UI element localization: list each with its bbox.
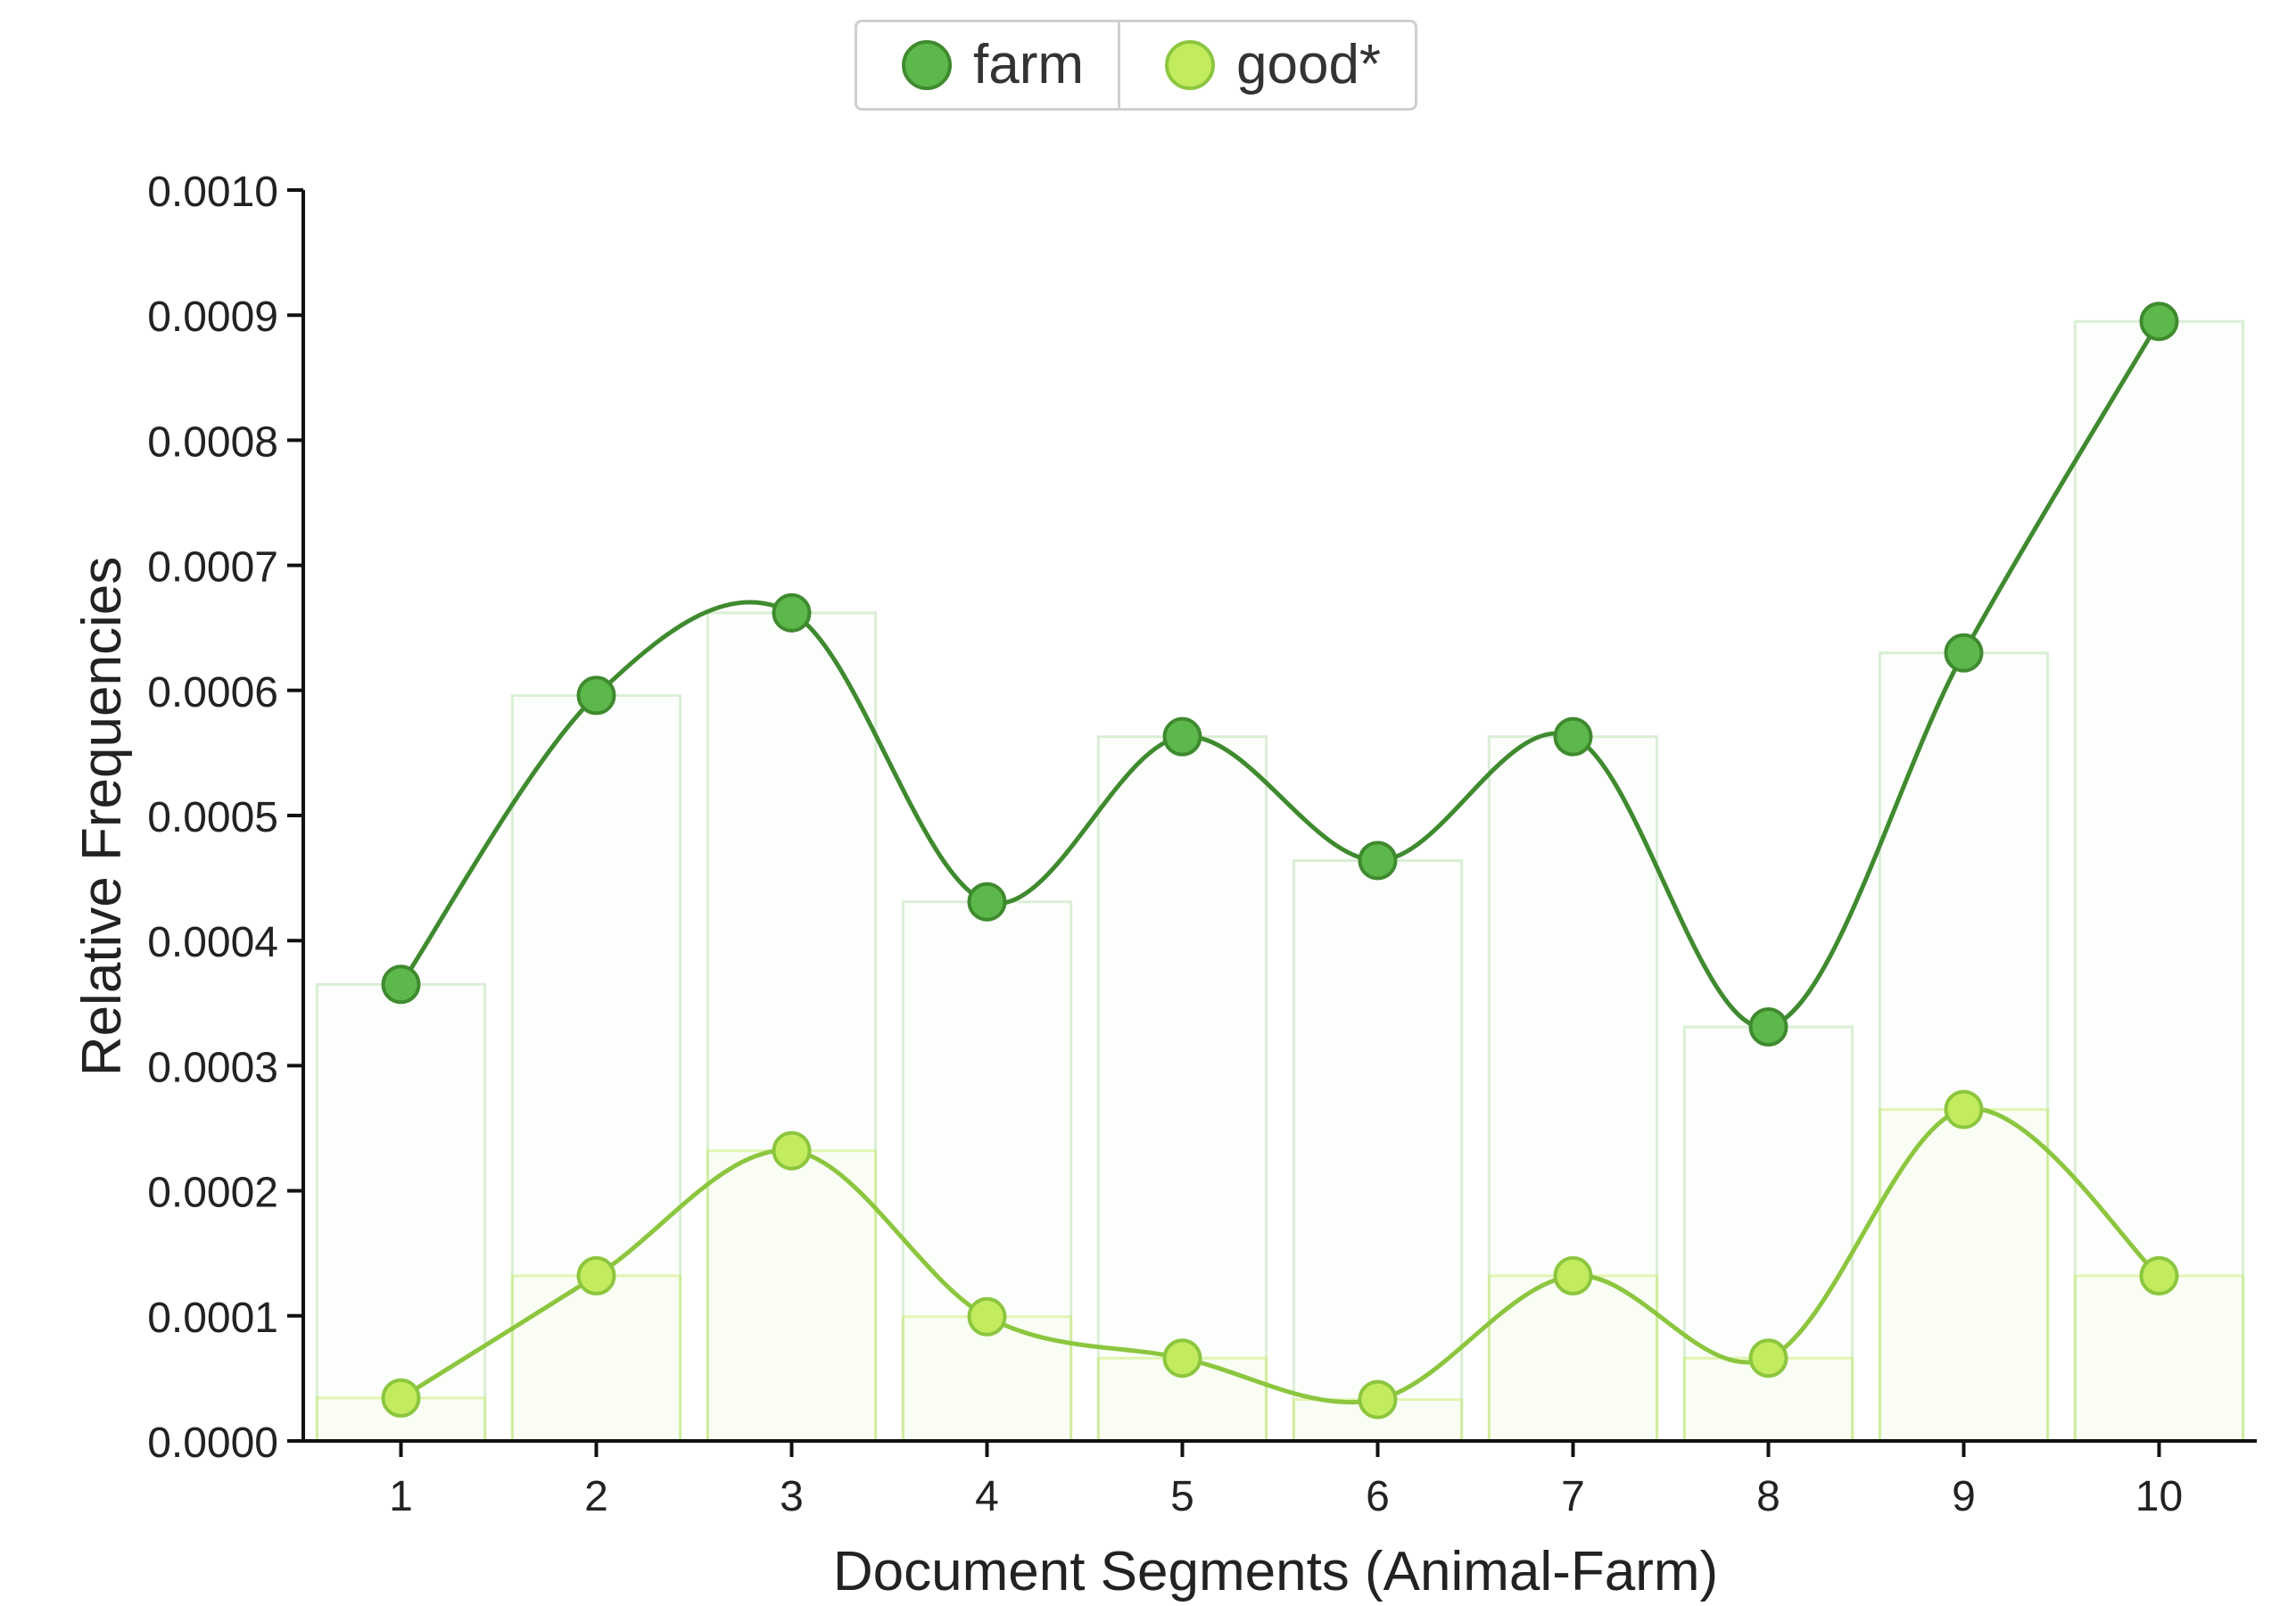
y-tick-label-5: 0.0005 — [147, 794, 278, 841]
point-farm-7[interactable] — [1553, 716, 1593, 757]
point-good-10[interactable] — [2139, 1255, 2179, 1296]
x-tick-label-4: 4 — [975, 1473, 999, 1520]
x-tick-label-6: 6 — [1366, 1473, 1390, 1520]
x-axis-label: Document Segments (Animal-Farm) — [833, 1541, 1718, 1602]
y-tick-label-1: 0.0001 — [147, 1295, 278, 1342]
point-good-1[interactable] — [381, 1378, 421, 1418]
point-farm-3[interactable] — [772, 592, 812, 633]
lines-layer — [399, 319, 2161, 1405]
series-line-farm — [399, 319, 2161, 1030]
point-farm-8[interactable] — [1748, 1006, 1788, 1047]
x-tick-label-2: 2 — [584, 1473, 608, 1520]
bar-farm-1 — [315, 982, 487, 1443]
bar-good-2 — [510, 1274, 682, 1443]
legend-label-good: good* — [1236, 34, 1382, 95]
point-farm-1[interactable] — [381, 964, 421, 1005]
y-tick-label-0: 0.0000 — [147, 1420, 278, 1467]
point-good-8[interactable] — [1748, 1338, 1788, 1378]
y-tick-label-10: 0.0010 — [147, 169, 278, 216]
bar-farm-5 — [1096, 735, 1268, 1443]
point-farm-4[interactable] — [967, 882, 1007, 922]
point-farm-2[interactable] — [576, 675, 616, 716]
y-tick-label-4: 0.0004 — [147, 919, 278, 966]
bar-farm-6 — [1292, 858, 1464, 1443]
y-tick-label-8: 0.0008 — [147, 418, 278, 466]
x-tick-label-5: 5 — [1170, 1473, 1194, 1520]
point-good-5[interactable] — [1162, 1338, 1202, 1378]
y-tick-label-2: 0.0002 — [147, 1170, 278, 1217]
y-tick-label-3: 0.0003 — [147, 1044, 278, 1091]
y-tick-label-7: 0.0007 — [147, 544, 278, 592]
point-farm-6[interactable] — [1358, 840, 1398, 881]
good-swatch-icon — [1165, 40, 1215, 90]
legend-item-good[interactable]: good* — [1118, 22, 1415, 108]
x-tick-label-9: 9 — [1952, 1473, 1976, 1520]
x-tick-label-3: 3 — [780, 1473, 804, 1520]
x-tick-label-8: 8 — [1756, 1473, 1780, 1520]
point-good-3[interactable] — [772, 1130, 812, 1171]
points-layer — [381, 302, 2179, 1420]
x-tick-label-10: 10 — [2135, 1473, 2183, 1520]
point-good-7[interactable] — [1553, 1255, 1593, 1296]
point-farm-10[interactable] — [2139, 302, 2179, 342]
y-tick-label-9: 0.0009 — [147, 294, 278, 341]
axes-layer: 0.0000 0.0001 0.0002 0.0003 0.0004 0.0005 0.00… — [147, 169, 2257, 1520]
point-good-9[interactable] — [1944, 1089, 1984, 1130]
bar-good-3 — [706, 1149, 878, 1443]
bar-good-9 — [1878, 1107, 2050, 1443]
point-farm-5[interactable] — [1162, 716, 1202, 757]
point-farm-9[interactable] — [1944, 633, 1984, 673]
series-line-good — [400, 1106, 2161, 1405]
point-good-6[interactable] — [1358, 1379, 1398, 1420]
point-good-2[interactable] — [576, 1255, 616, 1296]
bar-good-10 — [2073, 1274, 2245, 1443]
legend-item-farm[interactable]: farm — [857, 22, 1118, 108]
farm-swatch-icon — [902, 40, 952, 90]
y-axis-label: Relative Frequencies — [71, 557, 133, 1076]
legend-label-farm: farm — [973, 34, 1084, 95]
point-good-4[interactable] — [967, 1296, 1007, 1337]
x-tick-label-1: 1 — [389, 1473, 413, 1520]
x-tick-label-7: 7 — [1561, 1473, 1585, 1520]
y-tick-label-6: 0.0006 — [147, 669, 278, 716]
legend: farm good* — [855, 20, 1418, 111]
